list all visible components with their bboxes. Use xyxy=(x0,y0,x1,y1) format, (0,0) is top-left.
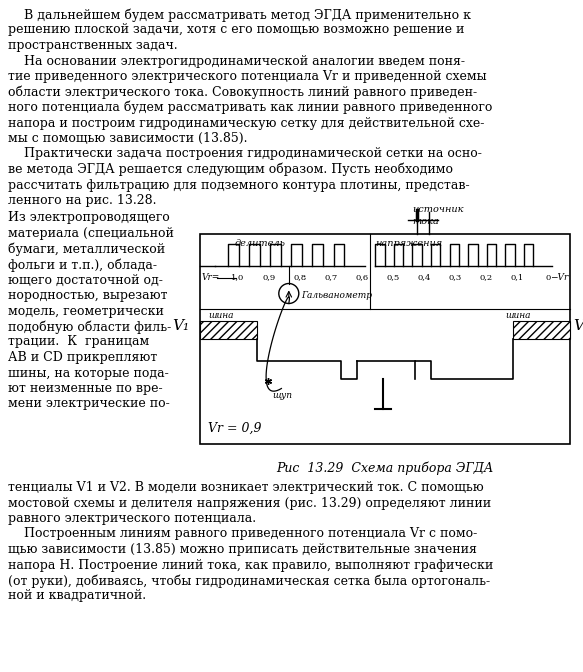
Text: ленного на рис. 13.28.: ленного на рис. 13.28. xyxy=(8,194,156,207)
Text: ной и квадратичной.: ной и квадратичной. xyxy=(8,589,146,603)
Text: мы с помощью зависимости (13.85).: мы с помощью зависимости (13.85). xyxy=(8,132,248,145)
Bar xyxy=(200,321,257,339)
Text: Построенным линиям равного приведенного потенциала Vr с помо-: Построенным линиям равного приведенного … xyxy=(8,528,477,540)
Text: 0,8: 0,8 xyxy=(293,274,307,282)
Text: V₂: V₂ xyxy=(573,319,583,333)
Text: источник: источник xyxy=(412,206,463,214)
Text: модель, геометрически: модель, геометрически xyxy=(8,304,164,317)
Text: шина: шина xyxy=(505,310,531,319)
Text: ного потенциала будем рассматривать как линии равного приведенного: ного потенциала будем рассматривать как … xyxy=(8,101,493,114)
Text: пространственных задач.: пространственных задач. xyxy=(8,39,178,52)
Text: Практически задача построения гидродинамической сетки на осно-: Практически задача построения гидродинам… xyxy=(8,147,482,161)
Text: ющего достаточной од-: ющего достаточной од- xyxy=(8,274,163,286)
Text: делитель: делитель xyxy=(235,239,286,249)
Text: бумаги, металлической: бумаги, металлической xyxy=(8,243,165,256)
Text: (от руки), добиваясь, чтобы гидродинамическая сетка была ортогональ-: (от руки), добиваясь, чтобы гидродинамич… xyxy=(8,574,490,587)
Text: шина: шина xyxy=(208,310,234,319)
Text: 0,3: 0,3 xyxy=(448,274,462,282)
Text: 0,1: 0,1 xyxy=(510,274,524,282)
Text: V₁: V₁ xyxy=(172,319,189,333)
Text: фольги и т.п.), облада-: фольги и т.п.), облада- xyxy=(8,258,157,271)
Text: Рис  13.29  Схема прибора ЭГДА: Рис 13.29 Схема прибора ЭГДА xyxy=(276,462,494,475)
Text: тие приведенного электрического потенциала Vr и приведенной схемы: тие приведенного электрического потенциа… xyxy=(8,70,487,83)
Text: АВ и CD прикрепляют: АВ и CD прикрепляют xyxy=(8,351,157,364)
Text: напора Н. Построение линий тока, как правило, выполняют графически: напора Н. Построение линий тока, как пра… xyxy=(8,558,493,571)
Text: щуп: щуп xyxy=(272,390,292,399)
Text: 1,0: 1,0 xyxy=(231,274,245,282)
Text: −Vr: −Vr xyxy=(550,274,568,282)
Text: трации.  К  границам: трации. К границам xyxy=(8,335,149,349)
Text: 0,7: 0,7 xyxy=(324,274,338,282)
Text: щью зависимости (13.85) можно приписать действительные значения: щью зависимости (13.85) можно приписать … xyxy=(8,543,477,556)
Text: равного электрического потенциала.: равного электрического потенциала. xyxy=(8,512,256,525)
Text: В дальнейшем будем рассматривать метод ЭГДА применительно к: В дальнейшем будем рассматривать метод Э… xyxy=(8,8,471,22)
Bar xyxy=(200,233,570,444)
Text: материала (специальной: материала (специальной xyxy=(8,227,174,240)
Text: 0,6: 0,6 xyxy=(356,274,368,282)
Text: области электрического тока. Совокупность линий равного приведен-: области электрического тока. Совокупност… xyxy=(8,85,477,99)
Text: Из электропроводящего: Из электропроводящего xyxy=(8,212,170,224)
Text: На основании электрогидродинамической аналогии введем поня-: На основании электрогидродинамической ан… xyxy=(8,54,465,67)
Text: 0,4: 0,4 xyxy=(417,274,431,282)
Text: решению плоской задачи, хотя с его помощью возможно решение и: решению плоской задачи, хотя с его помощ… xyxy=(8,24,465,36)
Text: ют неизменные по вре-: ют неизменные по вре- xyxy=(8,382,163,395)
Text: мени электрические по-: мени электрические по- xyxy=(8,398,170,411)
Text: тока: тока xyxy=(412,218,439,226)
Text: нородностью, вырезают: нородностью, вырезают xyxy=(8,289,167,302)
Text: Vr=: Vr= xyxy=(202,274,220,282)
Text: Vr = 0,9: Vr = 0,9 xyxy=(208,421,262,435)
Bar xyxy=(512,321,570,339)
Text: 0: 0 xyxy=(545,274,550,282)
Text: 0,2: 0,2 xyxy=(479,274,493,282)
Text: мостовой схемы и делителя напряжения (рис. 13.29) определяют линии: мостовой схемы и делителя напряжения (ри… xyxy=(8,497,491,509)
Text: подобную области филь-: подобную области филь- xyxy=(8,320,171,333)
Text: 0,5: 0,5 xyxy=(387,274,399,282)
Text: напора и построим гидродинамическую сетку для действительной схе-: напора и построим гидродинамическую сетк… xyxy=(8,116,484,130)
Text: Гальванометр: Гальванометр xyxy=(301,291,372,300)
Text: рассчитать фильтрацию для подземного контура плотины, представ-: рассчитать фильтрацию для подземного кон… xyxy=(8,179,470,192)
Text: шины, на которые пода-: шины, на которые пода- xyxy=(8,366,168,380)
Text: напряжения: напряжения xyxy=(375,239,442,249)
Text: 0,9: 0,9 xyxy=(262,274,276,282)
Text: тенциалы V1 и V2. В модели возникает электрический ток. С помощью: тенциалы V1 и V2. В модели возникает эле… xyxy=(8,481,484,494)
Text: ве метода ЭГДА решается следующим образом. Пусть необходимо: ве метода ЭГДА решается следующим образо… xyxy=(8,163,453,177)
